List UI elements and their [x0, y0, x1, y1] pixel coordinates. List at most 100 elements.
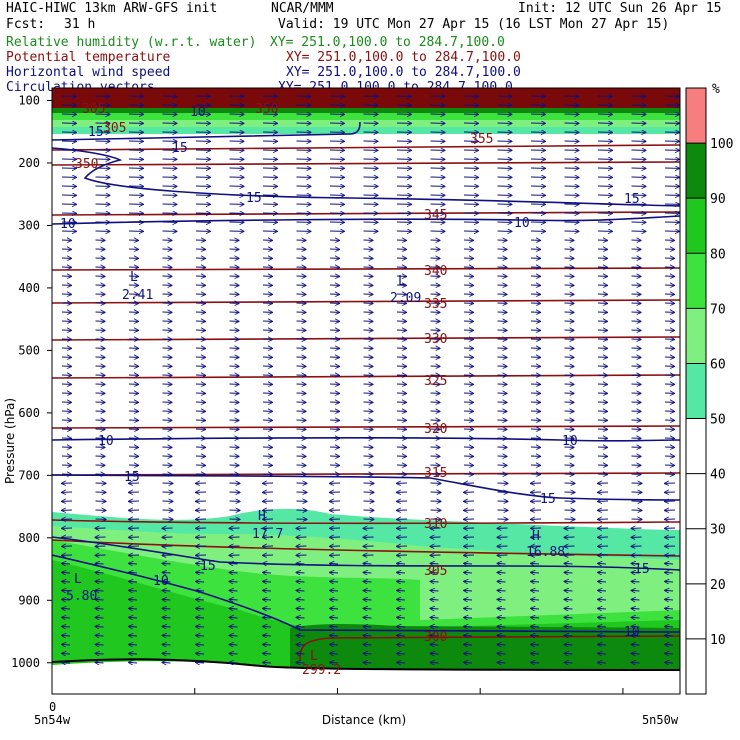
- vector-arrow: [62, 608, 71, 609]
- vector-arrow: [498, 662, 506, 663]
- colorbar-band: [686, 88, 706, 144]
- vector-arrow: [632, 572, 640, 573]
- vector-arrow: [464, 563, 473, 564]
- vector-arrow: [598, 581, 607, 582]
- vector-arrow: [163, 644, 171, 645]
- vector-arrow: [531, 599, 540, 600]
- vector-arrow: [330, 563, 339, 564]
- extremum-value: 16.88: [526, 545, 565, 560]
- vector-arrow: [431, 572, 439, 573]
- vector-arrow: [96, 644, 104, 645]
- colorbar-band: [686, 418, 706, 694]
- vector-arrow: [431, 653, 439, 654]
- y-tick-label: 1000: [11, 656, 40, 670]
- vector-arrow: [431, 563, 439, 564]
- vector-arrow: [297, 617, 305, 618]
- vector-arrow: [263, 563, 272, 564]
- vector-arrow: [665, 599, 674, 600]
- vector-arrow: [129, 581, 138, 582]
- vector-arrow: [196, 581, 205, 582]
- vector-arrow: [397, 617, 406, 618]
- wind-label: 15: [634, 562, 650, 577]
- colorbar-tick-label: 80: [710, 247, 726, 262]
- y-axis: 100 200 300 400 500 600 700 800 900 1000: [11, 93, 624, 694]
- vector-arrow: [598, 662, 607, 663]
- vector-arrow: [230, 590, 238, 591]
- wind-label: 10: [190, 105, 206, 120]
- vector-arrow: [129, 590, 138, 591]
- vector-arrow: [330, 617, 339, 618]
- vector-arrow: [565, 653, 573, 654]
- vector-arrow: [397, 590, 406, 591]
- wind-label: 15: [124, 470, 140, 485]
- vector-arrow: [565, 662, 573, 663]
- vector-arrow: [464, 572, 473, 573]
- vector-arrow: [196, 590, 205, 591]
- wind-label: 10: [562, 434, 578, 449]
- field-theta-name: Potential temperature: [6, 50, 171, 65]
- y-tick-label: 200: [18, 156, 40, 170]
- vector-arrow: [431, 590, 439, 591]
- vector-arrow: [632, 563, 640, 564]
- vector-arrow: [163, 590, 171, 591]
- vector-arrow: [565, 599, 573, 600]
- vector-arrow: [163, 581, 171, 582]
- theta-label: 340: [424, 264, 447, 279]
- vector-arrow: [565, 572, 573, 573]
- vector-arrow: [665, 563, 674, 564]
- vector-arrow: [531, 617, 540, 618]
- theta-label: 325: [424, 374, 447, 389]
- vector-arrow: [196, 662, 205, 663]
- vector-arrow: [297, 572, 305, 573]
- colorbar-band: [686, 143, 706, 199]
- vector-arrow: [263, 662, 272, 663]
- vector-arrow: [62, 581, 71, 582]
- plot-frame: [51, 87, 681, 695]
- vector-arrow: [464, 608, 473, 609]
- colorbar-tick-label: 40: [710, 468, 726, 483]
- vector-arrow: [196, 626, 205, 627]
- vector-arrow: [598, 608, 607, 609]
- vector-arrow: [632, 599, 640, 600]
- vector-arrow: [498, 626, 506, 627]
- vector-arrow: [62, 653, 71, 654]
- vector-arrow: [263, 608, 272, 609]
- vector-arrow: [632, 653, 640, 654]
- vector-arrow: [397, 563, 406, 564]
- vector-arrow: [598, 653, 607, 654]
- extremum-value: 17.7: [252, 527, 283, 542]
- extremum-type: L: [398, 274, 406, 289]
- vector-arrow: [330, 590, 339, 591]
- vector-arrow: [297, 635, 305, 636]
- vector-arrow: [96, 626, 104, 627]
- field-theta-xy: XY= 251.0,100.0 to 284.7,100.0: [286, 50, 521, 65]
- vector-arrow: [230, 626, 238, 627]
- vector-arrow: [62, 617, 71, 618]
- vector-arrow: [230, 662, 238, 663]
- vector-arrow: [297, 644, 305, 645]
- vector-arrow: [263, 644, 272, 645]
- vector-arrow: [230, 644, 238, 645]
- vector-arrow: [163, 572, 171, 573]
- field-wind-xy: XY= 251.0,100.0 to 284.7,100.0: [286, 65, 521, 80]
- vector-arrow: [498, 653, 506, 654]
- vector-arrow: [230, 581, 238, 582]
- circulation-vectors: [62, 96, 679, 663]
- vector-arrow: [330, 626, 339, 627]
- x-left-label: 5n54w: [34, 713, 71, 727]
- vector-arrow: [632, 626, 640, 627]
- vector-arrow: [565, 608, 573, 609]
- vector-arrow: [129, 617, 138, 618]
- field-wind-name: Horizontal wind speed: [6, 65, 171, 80]
- vector-arrow: [531, 626, 540, 627]
- theta-label: 355: [470, 132, 493, 147]
- vector-arrow: [163, 626, 171, 627]
- vector-arrow: [196, 635, 205, 636]
- wind-label: 15: [172, 141, 188, 156]
- vector-arrow: [196, 653, 205, 654]
- vector-arrow: [129, 626, 138, 627]
- vector-arrow: [397, 626, 406, 627]
- y-tick-label: 400: [18, 281, 40, 295]
- vector-arrow: [632, 617, 640, 618]
- theta-contours: [52, 144, 680, 661]
